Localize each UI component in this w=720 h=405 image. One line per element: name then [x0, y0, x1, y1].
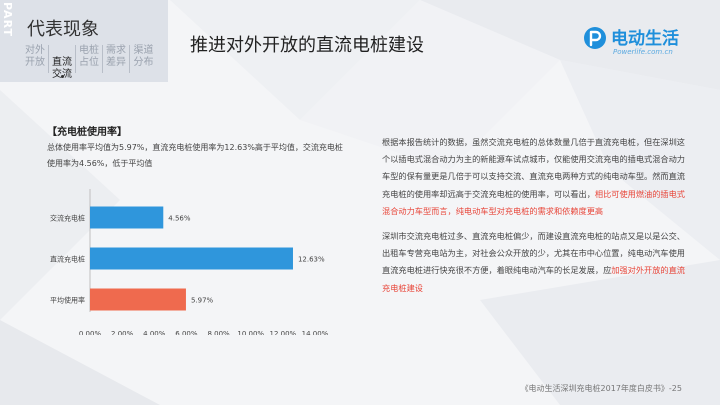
subnav-item-opening[interactable]: 对外 开放	[22, 45, 49, 73]
paragraph-text: 根据本报告统计的数据，虽然交流充电桩的总体数量几倍于直流充电桩，但在深圳这个以插…	[382, 137, 685, 199]
subnav: 对外 开放 直流 交流 电桩 占位 需求 差异 渠道 分布	[22, 45, 157, 80]
page-footer: 《电动生活深圳充电桩2017年度白皮书》-25	[520, 384, 682, 393]
tick-label: 12.00%	[270, 330, 297, 335]
section-title: 代表现象	[27, 19, 99, 40]
page-title: 推进对外开放的直流电桩建设	[190, 35, 424, 56]
tick-label: 6.00%	[175, 330, 198, 335]
subnav-item-demand[interactable]: 需求 差异	[103, 45, 130, 73]
tick-label: 10.00%	[237, 330, 264, 335]
section-nav: PART THREE 代表现象 对外 开放 直流 交流 电桩 占位 需求 差异 …	[0, 0, 168, 82]
analysis-paragraph-1: 根据本报告统计的数据，虽然交流充电桩的总体数量几倍于直流充电桩，但在深圳这个以插…	[382, 134, 692, 220]
bar	[90, 247, 293, 270]
bar	[90, 206, 164, 229]
data-label: 5.97%	[191, 297, 214, 305]
highlight-text: 加强对外开放的直流充电桩建设	[382, 265, 685, 293]
chart-heading: 【充电桩使用率】	[47, 127, 127, 138]
tick-label: 8.00%	[207, 330, 230, 335]
category-label: 直流充电桩	[50, 255, 85, 264]
logo-url: Powerlife.com.cn	[613, 48, 673, 56]
subnav-item-dc-ac[interactable]: 直流 交流	[49, 45, 76, 80]
analysis-text: 根据本报告统计的数据，虽然交流充电桩的总体数量几倍于直流充电桩，但在深圳这个以插…	[382, 134, 692, 305]
active-indicator	[60, 75, 64, 78]
data-label: 4.56%	[168, 215, 191, 223]
part-label: PART THREE	[0, 2, 14, 47]
brand-logo: 电动生活 Powerlife.com.cn	[583, 24, 693, 64]
highlight-text: 相比可使用燃油的插电式混合动力车型而言，纯电动车型对充电桩的需求和依赖度更高	[382, 188, 685, 216]
subnav-item-channel[interactable]: 渠道 分布	[133, 45, 154, 68]
category-label: 平均使用率	[50, 296, 85, 305]
tick-label: 2.00%	[111, 330, 134, 335]
subnav-item-occupancy[interactable]: 电桩 占位	[76, 45, 103, 73]
analysis-paragraph-2: 深圳市交流充电桩过多、直流充电桩偏少，而建设直流充电桩的站点又是以是公交、出租车…	[382, 228, 692, 297]
usage-rate-bar-chart: 交流充电桩 4.56% 直流充电桩 12.63% 平均使用率 5.97% 0.00% 2.00…	[50, 189, 329, 335]
power-plug-icon	[584, 27, 606, 49]
logo-name: 电动生活	[611, 29, 679, 49]
bar	[90, 288, 186, 311]
subnav-item-label: 直流 交流	[52, 57, 72, 80]
category-label: 交流充电桩	[50, 214, 85, 223]
tick-label: 0.00%	[79, 330, 102, 335]
data-label: 12.63%	[298, 256, 325, 264]
chart-description: 总体使用率平均值为5.97%，直流充电桩使用率为12.63%高于平均值，交流充电…	[47, 143, 343, 168]
paragraph-text: 深圳市交流充电桩过多、直流充电桩偏少，而建设直流充电桩的站点又是以是公交、出租车…	[382, 231, 685, 276]
tick-label: 4.00%	[143, 330, 166, 335]
tick-label: 14.00%	[302, 330, 329, 335]
